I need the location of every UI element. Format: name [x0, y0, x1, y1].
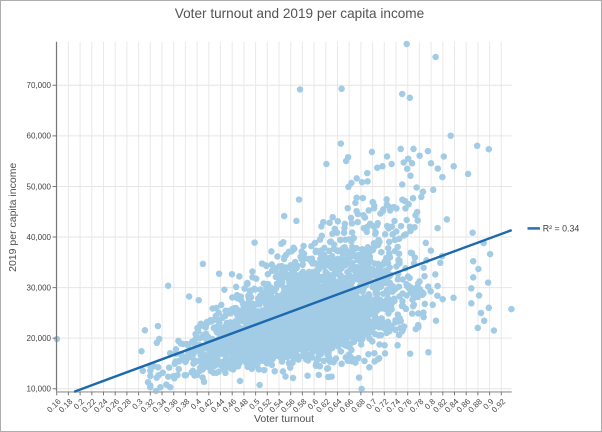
- svg-text:10,000: 10,000: [27, 385, 52, 394]
- svg-text:2019 per capita income: 2019 per capita income: [7, 163, 19, 272]
- svg-text:R² = 0.34: R² = 0.34: [543, 224, 580, 234]
- svg-text:50,000: 50,000: [27, 182, 52, 191]
- svg-text:20,000: 20,000: [27, 334, 52, 343]
- svg-text:Voter turnout: Voter turnout: [254, 413, 314, 425]
- svg-text:40,000: 40,000: [27, 233, 52, 242]
- svg-text:30,000: 30,000: [27, 283, 52, 292]
- svg-text:70,000: 70,000: [27, 81, 52, 90]
- svg-text:60,000: 60,000: [27, 132, 52, 141]
- svg-text:Voter turnout and 2019 per cap: Voter turnout and 2019 per capita income: [175, 6, 424, 21]
